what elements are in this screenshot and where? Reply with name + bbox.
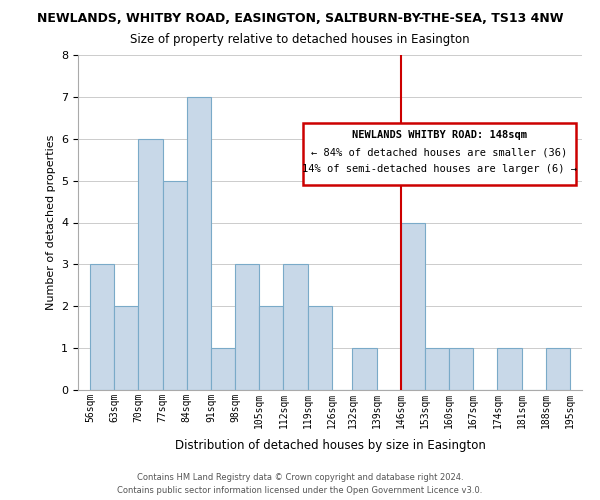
Text: NEWLANDS, WHITBY ROAD, EASINGTON, SALTBURN-BY-THE-SEA, TS13 4NW: NEWLANDS, WHITBY ROAD, EASINGTON, SALTBU… (37, 12, 563, 26)
Bar (283, 264, 308, 390)
Bar (235, 264, 259, 390)
Text: Contains HM Land Registry data © Crown copyright and database right 2024.
Contai: Contains HM Land Registry data © Crown c… (118, 473, 482, 495)
Text: ← 84% of detached houses are smaller (36): ← 84% of detached houses are smaller (36… (311, 148, 568, 158)
Bar (352, 348, 377, 390)
Bar (308, 306, 332, 390)
Bar (139, 138, 163, 390)
Bar (425, 348, 449, 390)
X-axis label: Distribution of detached houses by size in Easington: Distribution of detached houses by size … (175, 439, 485, 452)
Bar (449, 348, 473, 390)
Text: NEWLANDS WHITBY ROAD: 148sqm: NEWLANDS WHITBY ROAD: 148sqm (352, 130, 527, 140)
Text: Size of property relative to detached houses in Easington: Size of property relative to detached ho… (130, 32, 470, 46)
Bar (114, 306, 139, 390)
Bar (90, 264, 114, 390)
Text: 14% of semi-detached houses are larger (6) →: 14% of semi-detached houses are larger (… (302, 164, 577, 173)
Bar (211, 348, 235, 390)
Bar (187, 97, 211, 390)
Bar (401, 222, 425, 390)
Bar (546, 348, 570, 390)
Bar (163, 180, 187, 390)
Y-axis label: Number of detached properties: Number of detached properties (46, 135, 56, 310)
Bar (259, 306, 283, 390)
Bar (497, 348, 521, 390)
